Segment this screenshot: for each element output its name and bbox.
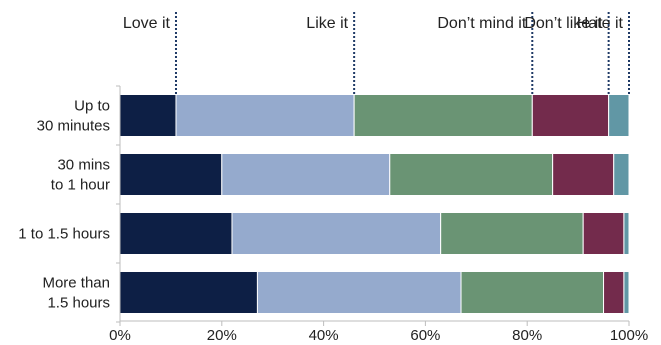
bar-segment	[256, 271, 462, 314]
category-label: 30 mins	[57, 157, 110, 174]
bar-segment	[231, 212, 442, 255]
bar-segment	[552, 153, 615, 196]
bar-segment	[582, 212, 625, 255]
category-label: 1.5 hours	[47, 295, 110, 312]
bar-segment	[175, 94, 355, 137]
bar-segment	[440, 212, 584, 255]
bar-segment	[603, 271, 625, 314]
bar-segment	[623, 271, 630, 314]
legend-label: Don’t like it	[524, 15, 603, 32]
category-label: 30 minutes	[37, 118, 110, 135]
legend-label: Love it	[123, 15, 171, 32]
x-tick-label: 0%	[109, 327, 131, 344]
bar-segment	[460, 271, 605, 314]
x-tick-label: 100%	[610, 327, 648, 344]
category-label: to 1 hour	[51, 177, 110, 194]
bar-segment	[119, 94, 177, 137]
bar-segment	[119, 271, 258, 314]
bar-segment	[608, 94, 630, 137]
legend-label: Like it	[306, 15, 348, 32]
category-label: Up to	[74, 98, 110, 115]
x-tick-label: 20%	[207, 327, 237, 344]
bar-segment	[119, 153, 223, 196]
bar-segment	[353, 94, 533, 137]
legend-label: Hate it	[577, 15, 624, 32]
x-tick-label: 60%	[410, 327, 440, 344]
bar-segment	[613, 153, 630, 196]
category-label: 1 to 1.5 hours	[18, 226, 110, 243]
x-tick-label: 40%	[309, 327, 339, 344]
legend-label: Don’t mind it	[437, 15, 526, 32]
bar-segment	[531, 94, 610, 137]
bar-segment	[389, 153, 554, 196]
category-label: More than	[42, 275, 110, 292]
bar-segment	[119, 212, 233, 255]
bar-segment	[623, 212, 630, 255]
x-tick-label: 80%	[512, 327, 542, 344]
bar-segment	[221, 153, 391, 196]
